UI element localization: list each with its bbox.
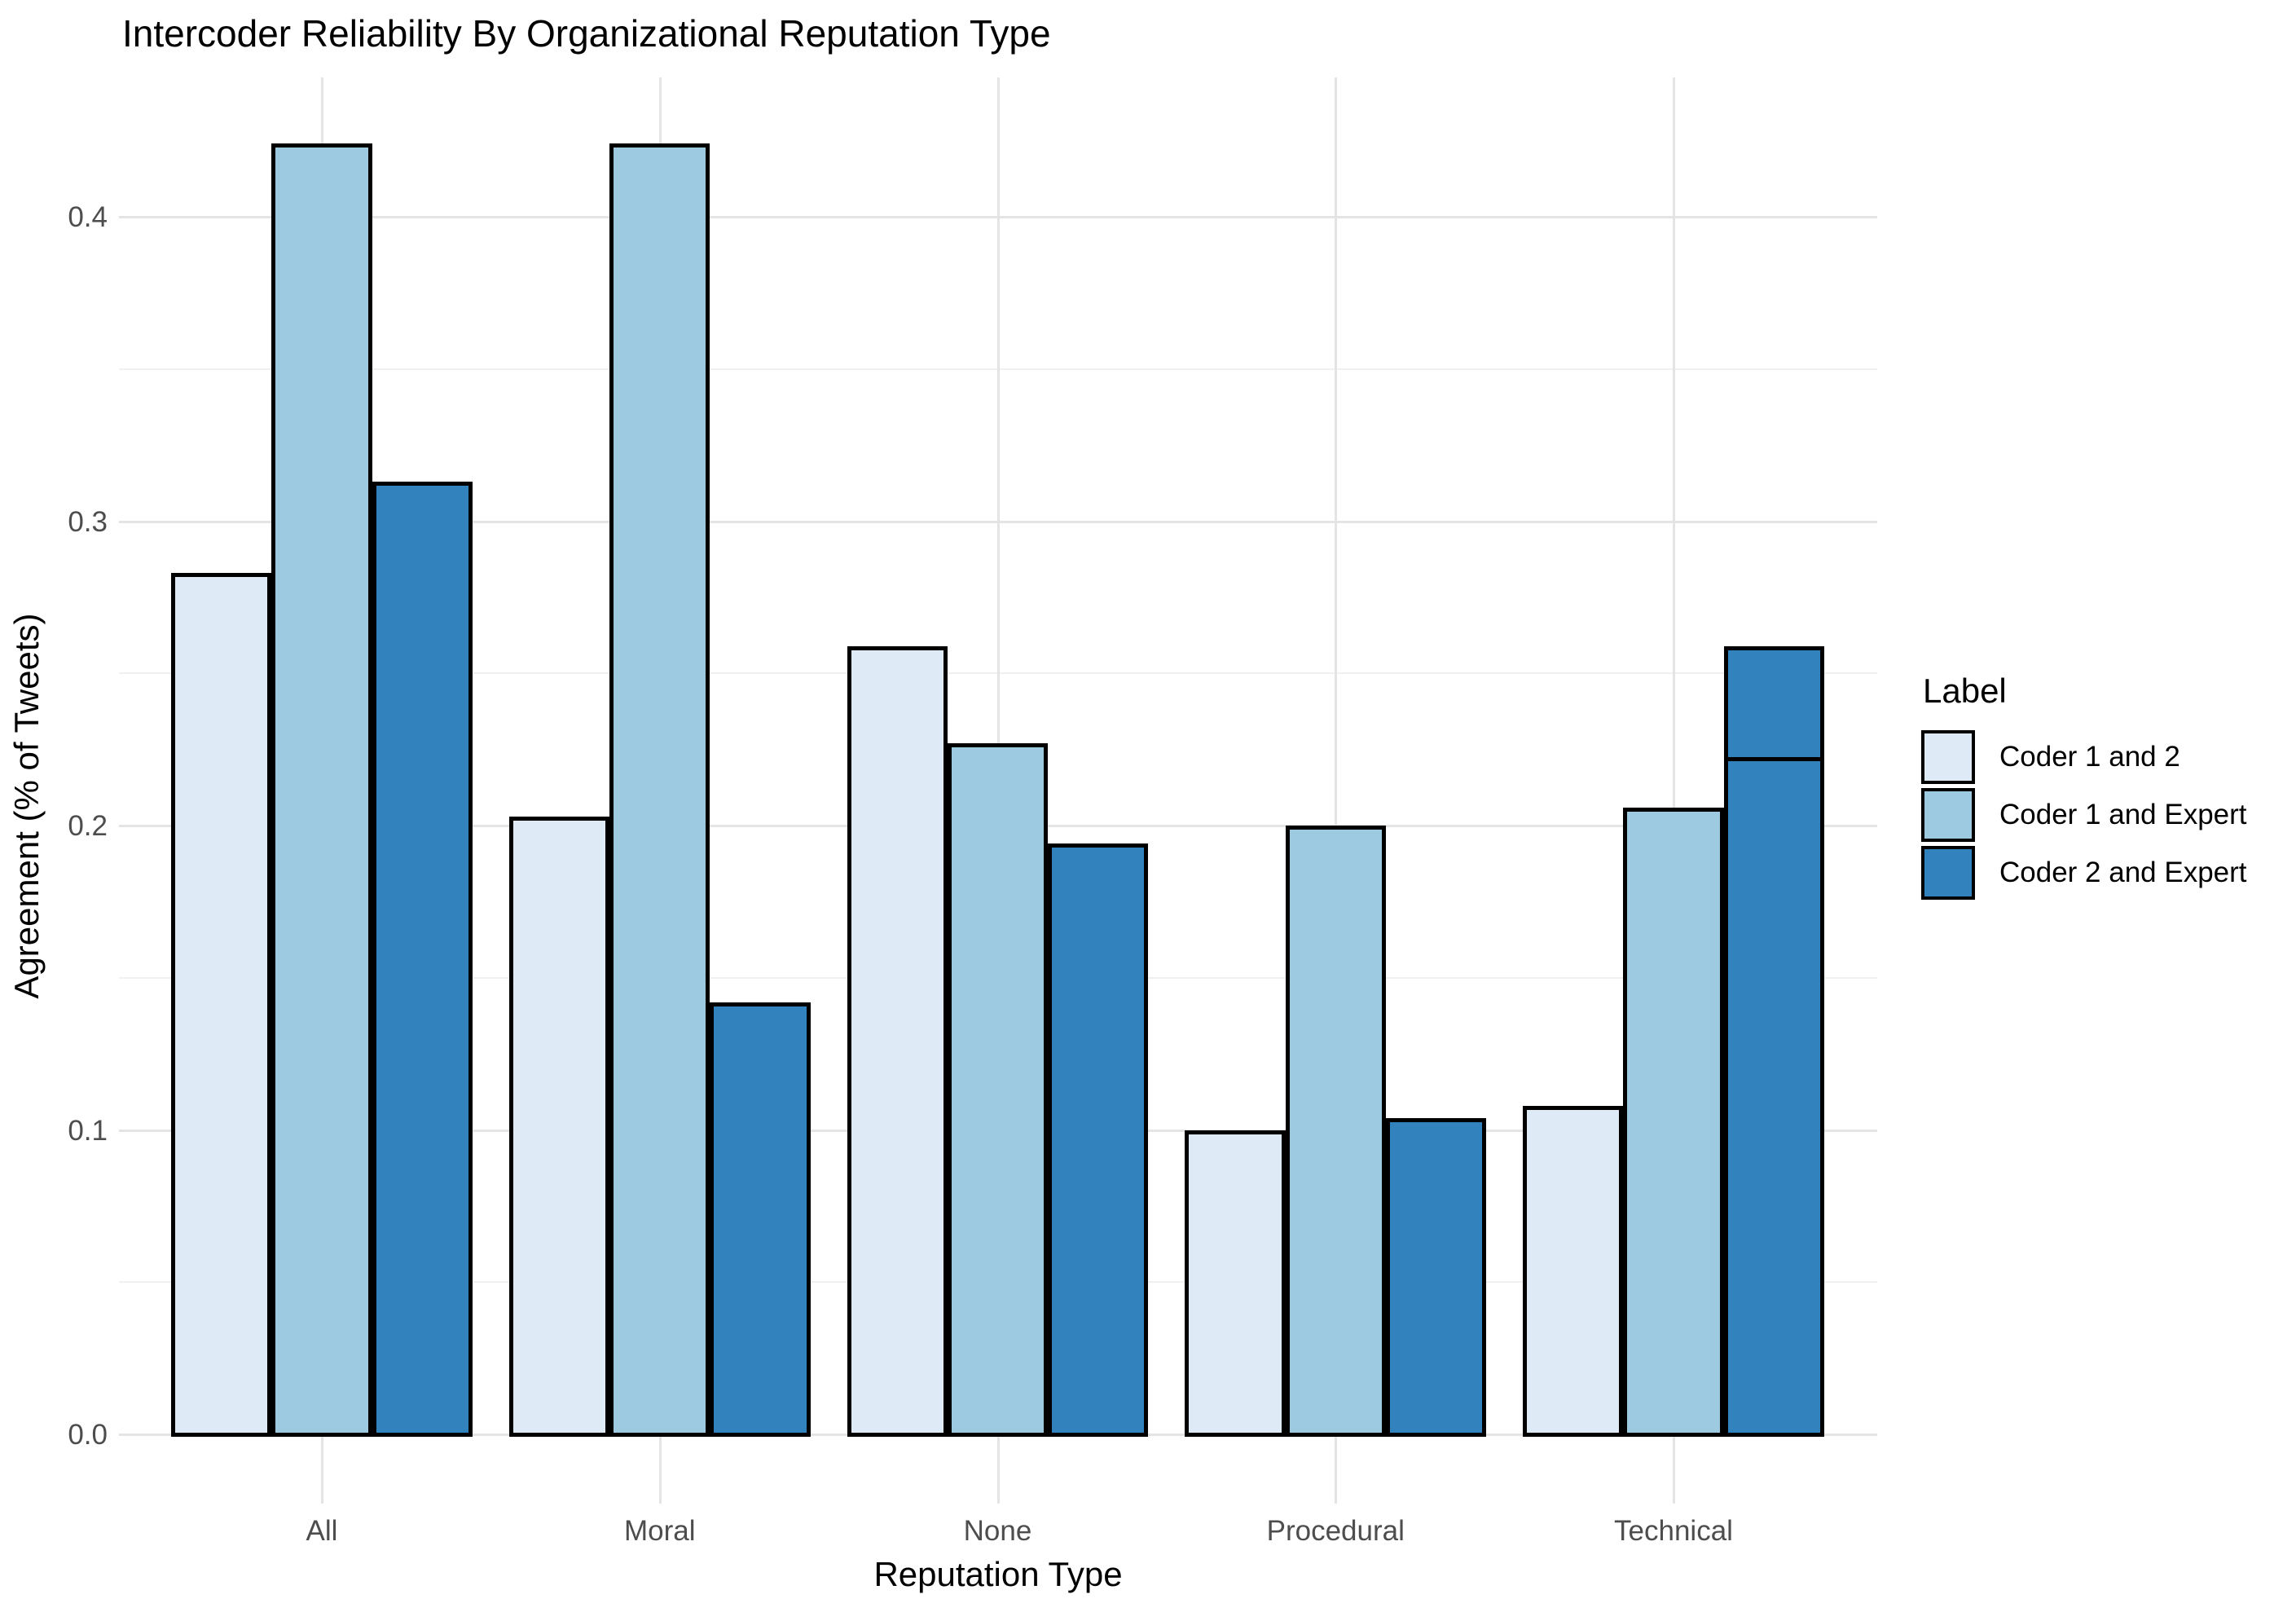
chart-title: Intercoder Reliability By Organizational… bbox=[122, 12, 1051, 55]
v-gridline bbox=[1673, 77, 1675, 1504]
bar bbox=[271, 143, 372, 1437]
legend-key: Coder 1 and Expert bbox=[1921, 788, 2280, 842]
legend-key: Coder 1 and 2 bbox=[1921, 730, 2280, 784]
x-axis-title: Reputation Type bbox=[873, 1555, 1123, 1593]
bar bbox=[1623, 807, 1724, 1437]
bar bbox=[947, 743, 1049, 1437]
legend: Label Coder 1 and 2 Coder 1 and Expert Cod… bbox=[1921, 672, 2280, 904]
legend-label: Coder 1 and 2 bbox=[1999, 741, 2180, 773]
legend-label: Coder 2 and Expert bbox=[1999, 857, 2247, 888]
y-tick-label: 0.0 bbox=[68, 1419, 108, 1451]
y-tick-label: 0.4 bbox=[68, 201, 108, 233]
legend-swatch-icon bbox=[1921, 846, 1975, 900]
x-tick-label: Procedural bbox=[1266, 1515, 1405, 1547]
bar bbox=[508, 816, 610, 1437]
x-tick-label: All bbox=[306, 1515, 338, 1547]
legend-keys: Coder 1 and 2 Coder 1 and Expert Coder 2 a… bbox=[1921, 730, 2280, 900]
bar-segment-divider bbox=[1723, 756, 1824, 761]
bar bbox=[1285, 826, 1386, 1437]
bar bbox=[1385, 1117, 1487, 1437]
legend-swatch-icon bbox=[1921, 788, 1975, 842]
legend-title: Label bbox=[1923, 672, 2007, 710]
bar bbox=[1523, 1105, 1624, 1437]
bar bbox=[171, 572, 272, 1437]
bar bbox=[609, 143, 710, 1437]
x-tick-label: Technical bbox=[1614, 1515, 1733, 1547]
x-tick-label: Moral bbox=[623, 1515, 696, 1547]
legend-label: Coder 1 and Expert bbox=[1999, 799, 2247, 830]
y-tick-label: 0.1 bbox=[68, 1114, 108, 1147]
bar bbox=[847, 645, 948, 1437]
plot-panel bbox=[119, 77, 1877, 1504]
x-tick-label: None bbox=[963, 1515, 1032, 1547]
bar bbox=[710, 1002, 811, 1437]
legend-swatch-icon bbox=[1921, 730, 1975, 784]
bar bbox=[1723, 645, 1824, 1437]
bar bbox=[1185, 1130, 1286, 1437]
y-tick-label: 0.3 bbox=[68, 505, 108, 538]
y-axis-title: Agreement (% of Tweets) bbox=[7, 613, 46, 999]
v-gridline bbox=[1335, 77, 1338, 1504]
bar bbox=[1048, 843, 1149, 1437]
bar bbox=[372, 481, 473, 1437]
y-tick-label: 0.2 bbox=[68, 810, 108, 842]
legend-key: Coder 2 and Expert bbox=[1921, 846, 2280, 900]
